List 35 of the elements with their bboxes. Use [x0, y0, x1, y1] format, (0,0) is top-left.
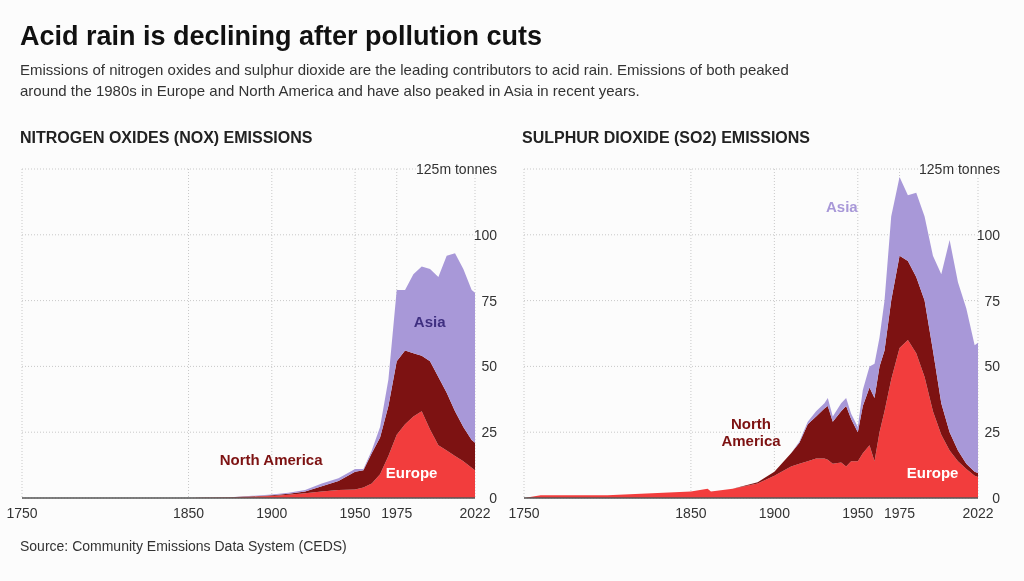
x-tick-label: 1850 — [675, 505, 707, 521]
x-tick-label: 1850 — [172, 505, 205, 521]
y-tick-label: 25 — [481, 424, 498, 441]
y-tick-label: 25 — [984, 424, 1001, 441]
x-tick-label: 1950 — [842, 505, 874, 521]
y-tick-label: 50 — [481, 358, 498, 375]
y-tick-label: 75 — [481, 292, 498, 309]
chart-title: NITROGEN OXIDES (NOX) EMISSIONS — [20, 129, 313, 146]
x-tick-label: 2022 — [962, 505, 994, 521]
x-tick-label: 1900 — [256, 505, 288, 521]
series-label: North America — [219, 451, 324, 469]
x-tick-label: 1975 — [883, 505, 916, 521]
y-tick-label: 50 — [984, 358, 1001, 375]
y-tick-label: 0 — [992, 490, 1001, 506]
chart-title: SULPHUR DIOXIDE (SO2) EMISSIONS — [522, 129, 811, 146]
series-label: Asia — [413, 312, 447, 330]
text: Asia — [825, 197, 859, 215]
y-tick-label: 100 — [473, 226, 498, 243]
text: Acid rain is declining after pollution cuts — [20, 21, 543, 51]
y-tick-label: 125m tonnes — [416, 161, 497, 177]
y-tick-label: 100 — [976, 226, 1001, 243]
y-tick-label: 75 — [984, 292, 1001, 309]
series-label: Europe — [906, 464, 959, 482]
x-tick-label: 1750 — [508, 505, 540, 521]
x-tick-label: 2022 — [459, 505, 491, 521]
x-tick-label: 1975 — [381, 505, 413, 521]
y-tick-label: 125m tonnes — [919, 161, 1000, 177]
series-label: Europe — [385, 464, 438, 482]
series-label: North America — [721, 414, 782, 449]
text: Emissions of nitrogen oxides and sulphur dioxide are the leading contributors to acid rain. Emissions of both peaked around the 1980s in Europe and North America and have also peaked in Asia in recent years. — [20, 61, 789, 99]
y-tick-label: 0 — [489, 490, 498, 506]
x-tick-label: 1750 — [6, 505, 38, 521]
x-tick-label: 1900 — [758, 505, 791, 521]
source-note: Source: Community Emissions Data System (CEDS) — [20, 538, 347, 554]
x-tick-label: 1950 — [339, 505, 371, 521]
